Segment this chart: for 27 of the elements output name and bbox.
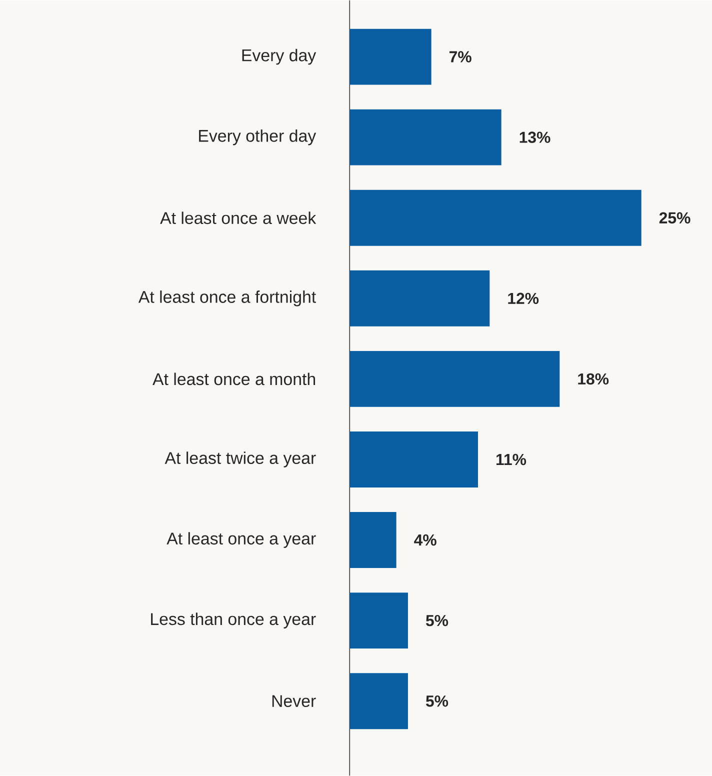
y-tick-label: Every day	[242, 48, 316, 65]
y-tick-label: At least once a fortnight	[138, 290, 316, 306]
y-tick-label: At least once a year	[166, 532, 316, 548]
data-label: 25%	[659, 212, 690, 224]
bar	[350, 512, 396, 568]
bar	[350, 270, 490, 326]
bar	[350, 592, 408, 649]
data-label: 4%	[414, 534, 436, 546]
data-label: 13%	[520, 132, 550, 143]
bar	[350, 190, 642, 246]
data-label: 18%	[578, 373, 608, 385]
y-tick-label: Less than once a year	[150, 612, 316, 628]
y-tick-label: At least twice a year	[164, 452, 316, 468]
bar	[350, 109, 502, 166]
data-label: 11%	[496, 454, 526, 466]
data-label: 5%	[426, 614, 448, 626]
y-tick-label: At least once a week	[160, 212, 316, 224]
data-label: 7%	[449, 51, 472, 62]
y-tick-label: Never	[272, 695, 316, 708]
data-label: 5%	[426, 695, 448, 707]
y-tick-label: Every other day	[198, 129, 316, 146]
bar	[350, 673, 408, 730]
y-tick-label: At least once a month	[152, 372, 315, 386]
bar	[350, 28, 432, 85]
data-label: 12%	[508, 292, 538, 304]
bar	[350, 350, 560, 407]
bar	[350, 432, 478, 488]
